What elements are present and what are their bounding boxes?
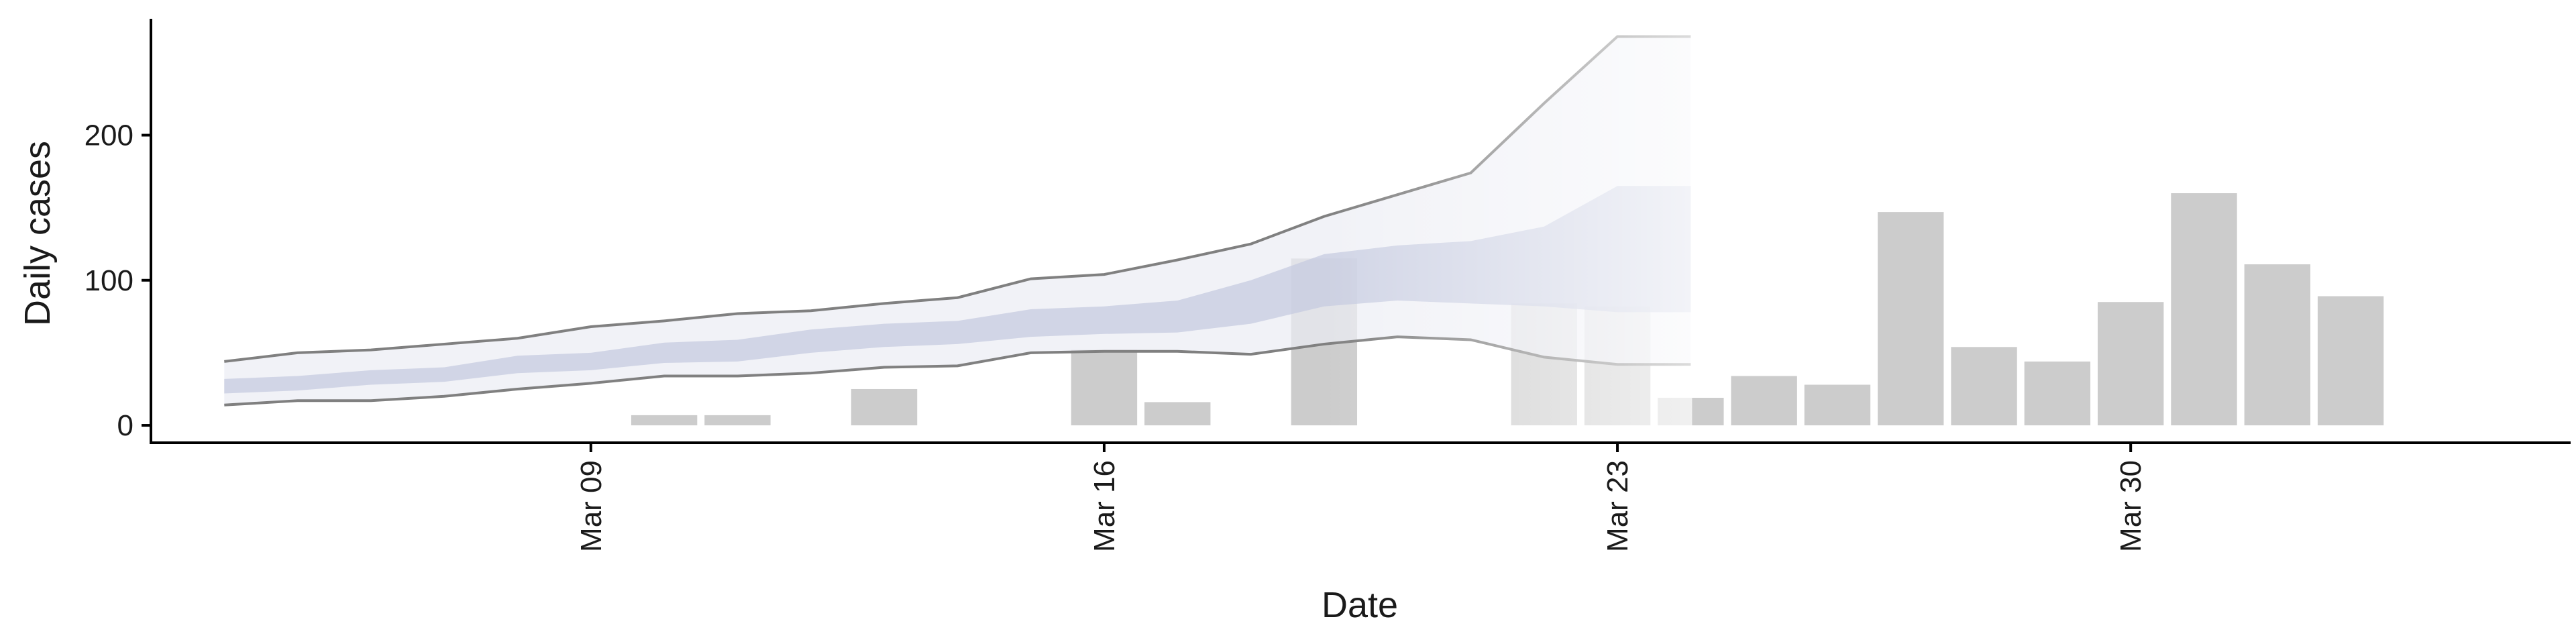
outer-interval-band	[224, 36, 1691, 405]
case-bar	[2097, 302, 2164, 426]
x-tick-label: Mar 16	[1088, 460, 1121, 552]
case-bar	[704, 415, 771, 426]
projection-fade-overlay	[1324, 28, 1693, 429]
case-bar	[1144, 402, 1211, 426]
case-bar	[851, 388, 918, 426]
case-bar	[2024, 361, 2091, 426]
y-axis-ticks: 0 100 200	[85, 119, 151, 442]
x-tick-label: Mar 23	[1601, 460, 1634, 552]
y-tick-label: 100	[85, 264, 133, 297]
x-axis-ticks: Mar 09 Mar 16 Mar 23 Mar 30	[575, 443, 2147, 552]
x-tick-label: Mar 30	[2114, 460, 2147, 552]
y-tick-label: 200	[85, 119, 133, 152]
case-bar	[2317, 296, 2384, 426]
y-axis-title: Daily cases	[17, 141, 58, 326]
projection-fade	[1324, 28, 1693, 429]
x-axis-title: Date	[1322, 585, 1398, 625]
axes	[150, 19, 2571, 444]
case-bar	[1071, 350, 1138, 426]
case-bar	[2171, 193, 2237, 426]
case-bar	[1804, 384, 1871, 426]
x-tick-label: Mar 09	[575, 460, 608, 552]
case-bar	[1731, 376, 1797, 426]
y-tick-label: 0	[117, 409, 133, 442]
case-bar	[1878, 212, 1944, 426]
case-bar	[2244, 264, 2310, 426]
case-bar	[1951, 347, 2017, 426]
case-bar	[631, 415, 698, 426]
